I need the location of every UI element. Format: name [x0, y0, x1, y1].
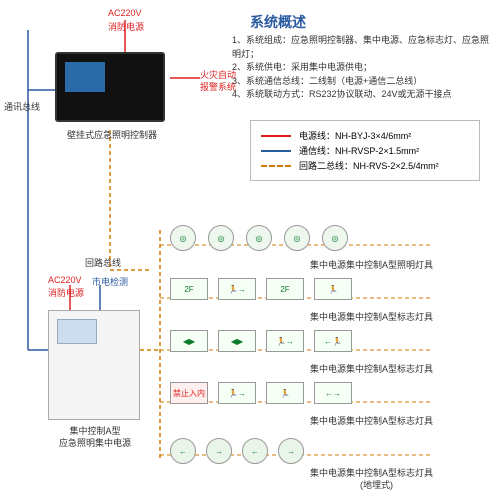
ac220-label-top: AC220V: [108, 8, 142, 18]
legend-box: 电源线：NH-BYJ-3×4/6mm² 通信线：NH-RVSP-2×1.5mm²…: [250, 120, 480, 181]
row2-label: 集中电源集中控制A型标志灯具: [310, 310, 433, 323]
light-icon: ◎: [208, 225, 234, 251]
fire-alarm-label2: 报警系统: [200, 80, 236, 93]
bullet-list: 1、系统组成：应急照明控制器、集中电源、应急标志灯、应急照明灯； 2、系统供电：…: [232, 34, 492, 102]
psu-caption: 集中控制A型 应急照明集中电源: [45, 426, 145, 449]
ac220-label-psu: AC220V: [48, 275, 82, 285]
legend-row-2: 通信线：NH-RVSP-2×1.5mm²: [261, 144, 469, 157]
controller-caption: 壁挂式应急照明控制器: [52, 128, 172, 141]
exit-sign-icon: ←🏃: [314, 330, 352, 352]
section-title: 系统概述: [250, 12, 306, 32]
bullet-4: 4、系统联动方式：RS232协议联动、24V或无源干接点: [232, 88, 492, 102]
comm-bus-label: 通讯总线: [4, 100, 40, 113]
bullet-1: 1、系统组成：应急照明控制器、集中电源、应急标志灯、应急照明灯；: [232, 34, 492, 61]
floor-arrow-icon: →: [278, 438, 304, 464]
light-icon: ◎: [322, 225, 348, 251]
loop-bus-label: 回路总线: [85, 256, 121, 269]
floor-sign-icon: 2F: [266, 278, 304, 300]
exit-sign-icon: 🏃: [314, 278, 352, 300]
light-icon: ◎: [170, 225, 196, 251]
bullet-3: 3、系统通信总线：二线制（电源+通信二总线）: [232, 75, 492, 89]
fire-power-label-psu: 消防电源: [48, 286, 84, 299]
forbid-sign-icon: 禁止入内: [170, 382, 208, 404]
legend-row-3: 回路二总线：NH-RVS-2×2.5/4mm²: [261, 159, 469, 172]
device-row-2: 2F 🏃→ 2F 🏃: [170, 278, 352, 300]
exit-sign-icon: 🏃→: [218, 278, 256, 300]
device-row-1: ◎ ◎ ◎ ◎ ◎: [170, 225, 348, 251]
row1-label: 集中电源集中控制A型照明灯具: [310, 258, 433, 271]
legend-text-2: 通信线：NH-RVSP-2×1.5mm²: [299, 144, 419, 157]
psu-caption-2: 应急照明集中电源: [45, 438, 145, 450]
arrow-sign-icon: ◀▶: [218, 330, 256, 352]
light-icon: ◎: [284, 225, 310, 251]
arrow-sign-icon: ◀▶: [170, 330, 208, 352]
light-icon: ◎: [246, 225, 272, 251]
device-row-4: 禁止入内 🏃→ 🏃 ←→: [170, 382, 352, 404]
controller-device: [55, 52, 165, 122]
floor-arrow-icon: ←: [242, 438, 268, 464]
floor-sign-icon: 2F: [170, 278, 208, 300]
row5-note: (地埋式): [360, 478, 393, 491]
exit-sign-icon: 🏃: [266, 382, 304, 404]
exit-sign-icon: 🏃→: [218, 382, 256, 404]
bullet-2: 2、系统供电：采用集中电源供电；: [232, 61, 492, 75]
mains-label: 市电检测: [92, 275, 128, 288]
row4-label: 集中电源集中控制A型标志灯具: [310, 414, 433, 427]
legend-text-1: 电源线：NH-BYJ-3×4/6mm²: [299, 129, 411, 142]
exit-sign-icon: 🏃→: [266, 330, 304, 352]
floor-arrow-icon: →: [206, 438, 232, 464]
device-row-5: ← → ← →: [170, 438, 304, 464]
device-row-3: ◀▶ ◀▶ 🏃→ ←🏃: [170, 330, 352, 352]
row3-label: 集中电源集中控制A型标志灯具: [310, 362, 433, 375]
floor-arrow-icon: ←: [170, 438, 196, 464]
arrow-sign-icon: ←→: [314, 382, 352, 404]
legend-text-3: 回路二总线：NH-RVS-2×2.5/4mm²: [299, 159, 439, 172]
psu-device: [48, 310, 140, 420]
fire-power-label: 消防电源: [108, 20, 144, 33]
legend-row-1: 电源线：NH-BYJ-3×4/6mm²: [261, 129, 469, 142]
psu-caption-1: 集中控制A型: [45, 426, 145, 438]
